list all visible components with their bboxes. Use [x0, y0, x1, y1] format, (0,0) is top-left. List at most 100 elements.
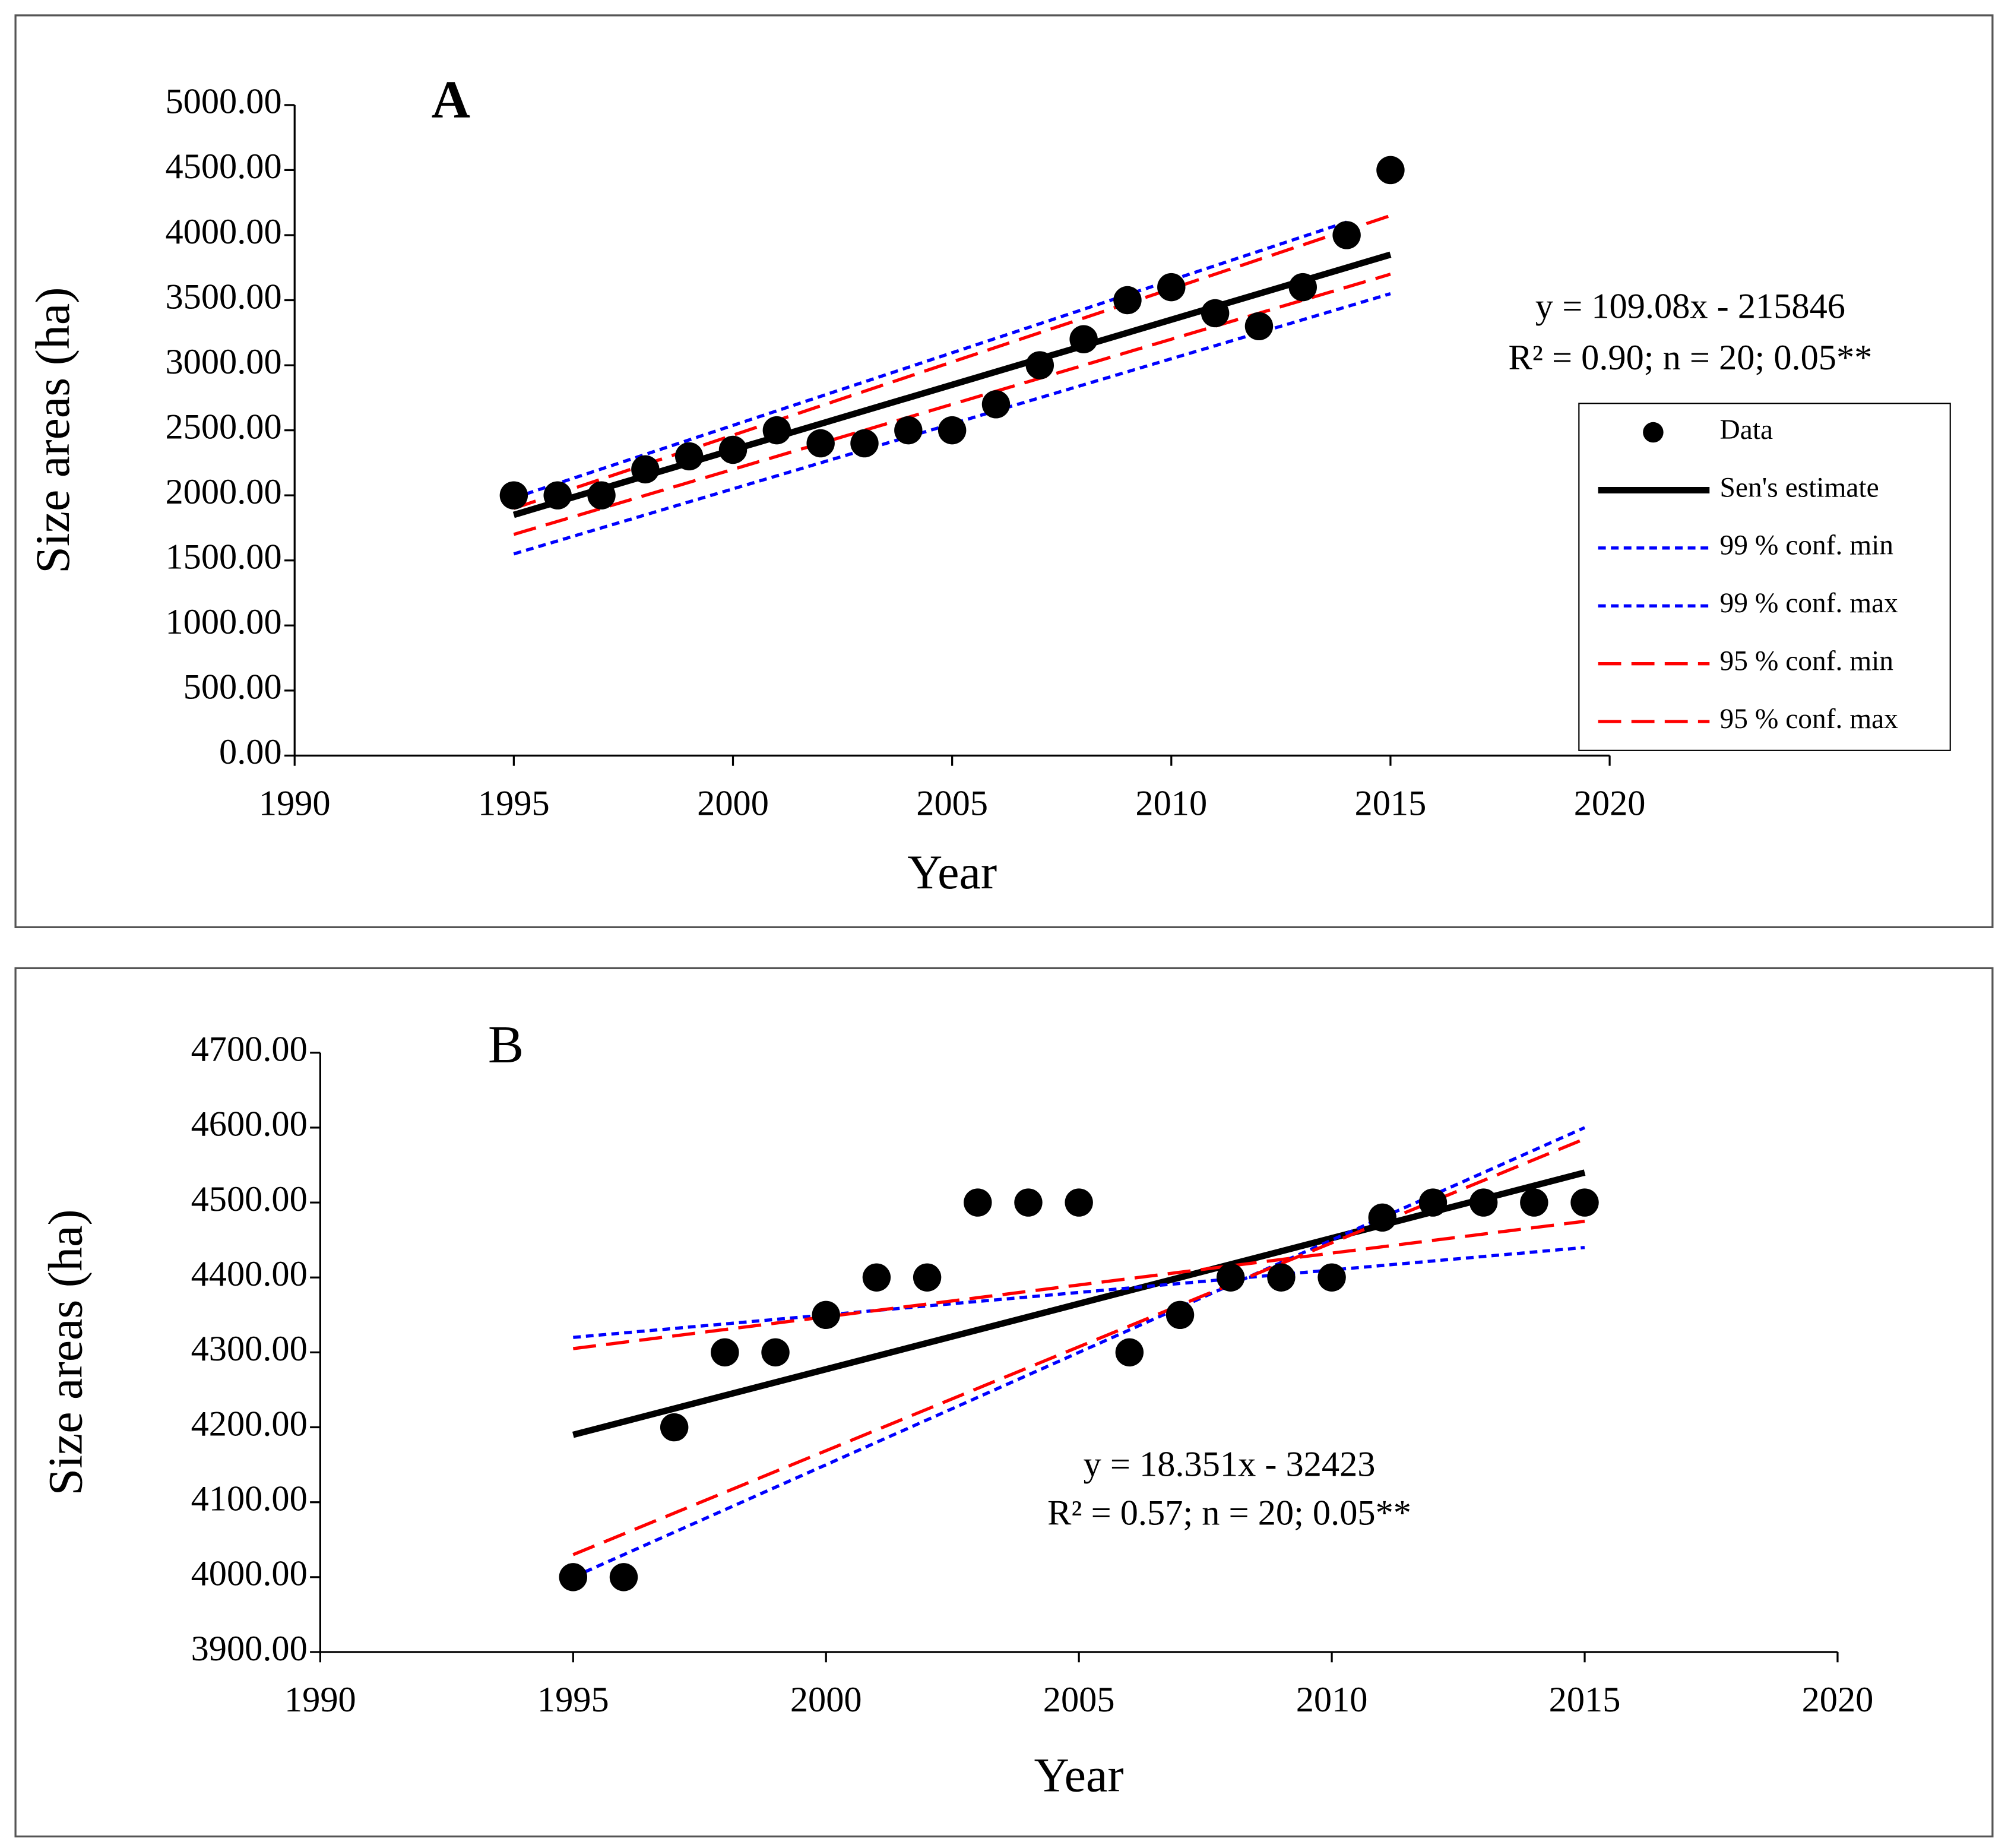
y-tick-label: 4400.00 — [191, 1254, 308, 1294]
trend-line — [572, 1219, 1585, 1350]
data-point — [1332, 221, 1361, 249]
data-point — [1267, 1263, 1296, 1292]
y-tick-label: 1000.00 — [165, 602, 281, 642]
y-tick-label: 4500.00 — [165, 147, 281, 186]
data-point — [938, 416, 967, 445]
data-point — [587, 481, 616, 510]
data-point — [850, 429, 879, 458]
x-tick-label: 2020 — [1802, 1680, 1874, 1720]
annotation: y = 18.351x - 32423 — [1084, 1444, 1376, 1484]
y-tick-label: 500.00 — [183, 667, 282, 707]
data-point — [1570, 1188, 1599, 1217]
data-point — [1201, 299, 1230, 328]
y-tick-label: 4300.00 — [191, 1329, 308, 1369]
annotation: R² = 0.57; n = 20; 0.05** — [1047, 1493, 1411, 1533]
x-tick-label: 2015 — [1355, 784, 1427, 824]
data-point — [862, 1263, 891, 1292]
panel-frame — [14, 967, 1994, 1838]
x-axis-title: Year — [1034, 1748, 1124, 1802]
legend-label: Sen's estimate — [1720, 472, 1879, 503]
legend-label: 95 % conf. min — [1720, 646, 1893, 677]
trend-line — [512, 251, 1392, 518]
data-point — [1165, 1300, 1195, 1330]
data-point — [1216, 1263, 1245, 1292]
x-tick-label: 1990 — [284, 1680, 356, 1720]
data-point — [543, 481, 572, 510]
x-tick-label: 2000 — [697, 784, 769, 824]
y-tick-label: 2500.00 — [165, 407, 281, 447]
data-point — [609, 1563, 638, 1591]
data-point — [1368, 1203, 1397, 1232]
panel-label: B — [488, 1014, 524, 1074]
y-tick-label: 4600.00 — [191, 1105, 308, 1144]
trend-line — [573, 1246, 1585, 1339]
legend-label: 99 % conf. max — [1720, 588, 1899, 619]
y-tick-label: 2000.00 — [165, 472, 281, 512]
data-point — [559, 1563, 588, 1591]
x-axis-title: Year — [907, 845, 997, 899]
data-point — [711, 1338, 739, 1367]
data-point — [1069, 325, 1098, 353]
data-point — [762, 416, 791, 445]
x-tick-label: 1995 — [537, 1680, 609, 1720]
trend-line — [513, 220, 1347, 500]
y-tick-label: 4100.00 — [191, 1479, 308, 1519]
data-point — [674, 442, 704, 471]
data-point — [1115, 1338, 1144, 1367]
y-tick-label: 4000.00 — [191, 1554, 308, 1594]
data-point — [964, 1188, 992, 1217]
data-point — [1317, 1263, 1346, 1292]
legend-marker — [1643, 422, 1664, 443]
x-tick-label: 2005 — [1043, 1680, 1115, 1720]
data-point — [1113, 286, 1142, 315]
data-point — [1157, 273, 1186, 302]
x-tick-label: 2015 — [1549, 1680, 1621, 1720]
data-point — [981, 390, 1011, 419]
x-tick-label: 2010 — [1135, 784, 1207, 824]
annotation: R² = 0.90; n = 20; 0.05** — [1509, 338, 1873, 378]
data-point — [1418, 1188, 1448, 1217]
data-point — [631, 455, 660, 484]
legend-label: 99 % conf. min — [1720, 530, 1893, 561]
y-axis-title: Size areas (ha) — [26, 287, 80, 574]
x-tick-label: 2000 — [790, 1680, 862, 1720]
y-tick-label: 4000.00 — [165, 212, 281, 252]
legend-label: 95 % conf. max — [1720, 704, 1899, 735]
y-tick-label: 4200.00 — [191, 1404, 308, 1444]
y-tick-label: 0.00 — [219, 732, 282, 772]
data-point — [812, 1300, 840, 1330]
x-tick-label: 2020 — [1574, 784, 1646, 824]
panel-label: A — [432, 69, 470, 129]
y-tick-label: 3500.00 — [165, 277, 281, 317]
x-tick-label: 1990 — [259, 784, 331, 824]
data-point — [1469, 1188, 1498, 1217]
y-tick-label: 4500.00 — [191, 1179, 308, 1219]
y-tick-label: 1500.00 — [165, 537, 281, 577]
trend-line — [513, 214, 1391, 510]
y-tick-label: 3900.00 — [191, 1629, 308, 1669]
trend-line — [513, 292, 1391, 556]
data-point — [1520, 1188, 1548, 1217]
data-point — [1014, 1188, 1043, 1217]
legend-box — [1578, 403, 1951, 751]
data-point — [913, 1263, 942, 1292]
data-point — [806, 429, 835, 458]
x-tick-label: 1995 — [478, 784, 550, 824]
y-tick-label: 5000.00 — [165, 82, 281, 122]
data-point — [761, 1338, 790, 1367]
legend-label: Data — [1720, 414, 1773, 445]
data-point — [1376, 156, 1405, 185]
data-point — [894, 416, 923, 445]
y-axis-title: Size areas (ha) — [39, 1209, 93, 1495]
data-point — [718, 435, 748, 464]
trend-line — [572, 1137, 1586, 1556]
trend-line — [513, 273, 1391, 536]
data-point — [499, 481, 528, 510]
y-tick-label: 3000.00 — [165, 342, 281, 382]
data-point — [1244, 312, 1274, 341]
data-point — [660, 1413, 689, 1442]
annotation: y = 109.08x - 215846 — [1535, 287, 1845, 327]
data-point — [1065, 1188, 1093, 1217]
